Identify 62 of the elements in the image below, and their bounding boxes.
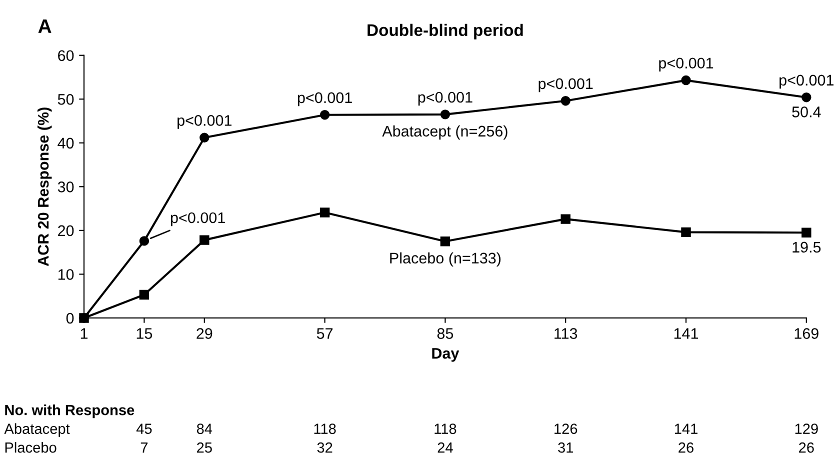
y-tick-label: 40 xyxy=(58,138,74,149)
y-tick-label: 20 xyxy=(58,225,74,236)
y-tick-label: 50 xyxy=(58,94,74,105)
point xyxy=(440,236,450,246)
point xyxy=(200,132,210,142)
x-tick-label: 113 xyxy=(554,328,578,339)
point xyxy=(681,227,691,238)
text: A xyxy=(38,19,52,33)
y-tick-label: 30 xyxy=(58,182,74,192)
text: 25 xyxy=(197,442,212,453)
annotation: p<0.001 xyxy=(170,212,225,226)
point xyxy=(200,235,210,245)
point xyxy=(560,214,570,224)
point xyxy=(440,110,450,120)
text: 141 xyxy=(674,424,698,434)
x-tick-label: 85 xyxy=(437,328,454,339)
y-tick-label: 10 xyxy=(58,269,74,280)
data-label: 19.5 xyxy=(792,242,821,253)
point xyxy=(320,110,330,120)
annotation: p<0.001 xyxy=(780,74,834,89)
x-tick-label: 29 xyxy=(196,328,212,339)
text: Abatacept xyxy=(4,423,70,437)
x-tick-label: 169 xyxy=(794,328,818,339)
text: 84 xyxy=(196,424,212,434)
point xyxy=(560,96,570,106)
point xyxy=(681,75,691,86)
x-tick-label: 57 xyxy=(316,328,333,339)
series-label: Placebo (n=133) xyxy=(390,252,501,267)
point xyxy=(139,236,150,246)
text: 24 xyxy=(438,442,453,453)
text: Placebo xyxy=(5,442,56,453)
annotation: p<0.001 xyxy=(298,92,352,106)
annotation: p<0.001 xyxy=(178,115,232,129)
y-tick-label: 0 xyxy=(66,312,74,324)
chart-title: Double-blind period xyxy=(368,24,523,40)
text: 26 xyxy=(799,442,814,453)
x-tick-label: 1 xyxy=(80,328,88,339)
text: 129 xyxy=(795,424,818,434)
annotation: p<0.001 xyxy=(659,58,714,72)
text: No. with Response xyxy=(5,404,134,418)
annotation: p<0.001 xyxy=(418,92,472,106)
point xyxy=(802,92,812,102)
text: 118 xyxy=(314,424,336,434)
annotation: p<0.001 xyxy=(538,78,593,92)
y-tick-label: 60 xyxy=(58,50,74,62)
point xyxy=(139,290,150,300)
text: 26 xyxy=(678,442,694,453)
point xyxy=(79,313,89,323)
text: 31 xyxy=(558,442,573,453)
point xyxy=(320,208,330,218)
x-axis-title: Day xyxy=(432,348,460,362)
text: 7 xyxy=(140,442,148,453)
x-tick-label: 15 xyxy=(136,328,152,339)
point xyxy=(802,228,812,238)
x-tick-label: 141 xyxy=(674,328,698,339)
series-label: Abatacept (n=256) xyxy=(382,125,508,140)
data-label: 50.4 xyxy=(792,106,821,118)
text: 45 xyxy=(136,424,152,434)
y-axis-title: ACR 20 Response (%) xyxy=(37,108,52,266)
text: 118 xyxy=(434,424,456,434)
text: 32 xyxy=(317,442,332,453)
text: 126 xyxy=(554,424,578,434)
